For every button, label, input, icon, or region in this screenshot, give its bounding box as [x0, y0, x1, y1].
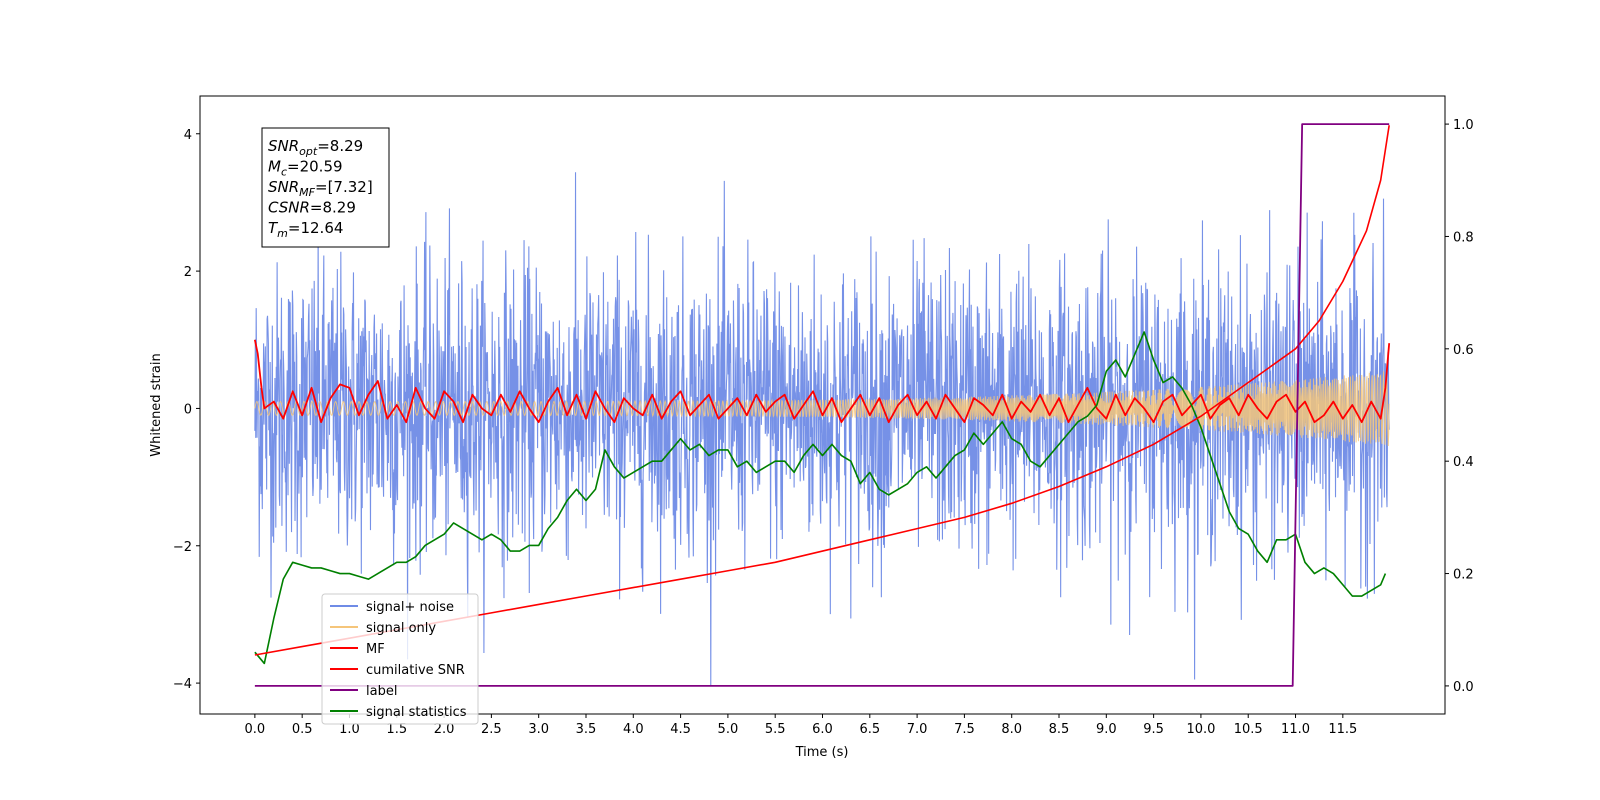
y-axis-left: −4 −2 0 2 4: [173, 128, 200, 692]
x-tick-label: 6.5: [859, 722, 880, 737]
y-axis-title: Whitened strain: [149, 353, 164, 456]
series-signal-statistics-line: [254, 331, 1387, 665]
series-label-line: [254, 123, 1390, 687]
legend: signal+ noise signal only MF cumilative SNR…: [321, 593, 479, 725]
legend-entry-label: signal only: [366, 621, 436, 636]
y-left-tick-label: −4: [173, 677, 192, 692]
stats-value: =20.59: [287, 158, 343, 176]
series-signal-noise-line: [254, 172, 1390, 687]
x-tick-label: 7.0: [907, 722, 928, 737]
x-tick-label: 4.5: [670, 722, 691, 737]
x-tick-label: 1.5: [386, 722, 407, 737]
stats-line: SNRMF=[7.32]: [268, 178, 373, 199]
y-left-tick-label: 0: [184, 402, 192, 417]
x-tick-label: 0.0: [245, 722, 266, 737]
stats-line: Tm=12.64: [268, 219, 343, 240]
stats-value: =12.64: [288, 219, 344, 237]
x-tick-label: 4.0: [623, 722, 644, 737]
y-right-tick-label: 1.0: [1453, 118, 1474, 133]
stats-subscript: opt: [299, 145, 318, 158]
stats-subscript: c: [281, 166, 287, 179]
y-right-tick-label: 0.8: [1453, 230, 1474, 245]
x-tick-label: 5.5: [765, 722, 786, 737]
stats-annotation-box: SNRopt=8.29Mc=20.59SNRMF=[7.32]CSNR=8.29…: [261, 127, 390, 248]
x-tick-label: 8.0: [1001, 722, 1022, 737]
x-tick-label: 2.0: [434, 722, 455, 737]
y-left-tick-label: 4: [184, 128, 192, 143]
stats-symbol: SNR: [268, 137, 299, 155]
stats-symbol: SNR: [268, 178, 299, 196]
stats-value: =[7.32]: [315, 178, 373, 196]
y-left-tick-label: −2: [173, 540, 192, 555]
stats-symbol: M: [268, 158, 281, 176]
legend-entry-label: label: [366, 684, 397, 699]
legend-entry-label: MF: [366, 642, 385, 657]
stats-subscript: m: [277, 227, 288, 240]
series-mf-line: [253, 339, 1391, 424]
x-tick-label: 10.5: [1234, 722, 1263, 737]
x-tick-label: 9.0: [1096, 722, 1117, 737]
x-tick-label: 2.5: [481, 722, 502, 737]
y-right-tick-label: 0.6: [1453, 343, 1474, 358]
x-tick-label: 8.5: [1049, 722, 1070, 737]
x-tick-label: 5.0: [718, 722, 739, 737]
stats-box-frame: [261, 127, 390, 248]
x-tick-label: 3.5: [576, 722, 597, 737]
stats-line: CSNR=8.29: [268, 199, 356, 217]
x-tick-label: 0.5: [292, 722, 313, 737]
x-axis: 0.0 0.5 1.0 1.5 2.0 2.5 3.0 3.5 4.0 4.5 5.0 5.5 6.0 6…: [245, 714, 1357, 737]
legend-entry-label: cumilative SNR: [366, 663, 465, 678]
y-right-tick-label: 0.0: [1453, 680, 1474, 695]
stats-value: =8.29: [310, 199, 356, 217]
legend-frame: [321, 593, 479, 725]
stats-symbol: CSNR: [268, 199, 310, 217]
stats-subscript: MF: [299, 186, 315, 199]
y-right-tick-label: 0.4: [1453, 455, 1474, 470]
x-tick-label: 7.5: [954, 722, 975, 737]
x-tick-label: 6.0: [812, 722, 833, 737]
legend-entry-label: signal+ noise: [366, 600, 454, 615]
stats-line: Mc=20.59: [268, 158, 343, 179]
y-axis-right: 0.0 0.2 0.4 0.6 0.8 1.0: [1445, 118, 1474, 695]
y-right-tick-label: 0.2: [1453, 568, 1474, 583]
x-tick-label: 10.0: [1186, 722, 1215, 737]
x-tick-label: 9.5: [1143, 722, 1164, 737]
x-tick-label: 11.0: [1281, 722, 1310, 737]
stats-symbol: T: [268, 219, 279, 237]
legend-entry-label: signal statistics: [366, 705, 467, 720]
x-tick-label: 11.5: [1328, 722, 1357, 737]
y-left-tick-label: 2: [184, 265, 192, 280]
x-axis-title: Time (s): [795, 745, 849, 760]
stats-value: =8.29: [317, 137, 363, 155]
x-tick-label: 3.0: [528, 722, 549, 737]
x-tick-label: 1.0: [339, 722, 360, 737]
stats-line: SNRopt=8.29: [268, 137, 363, 158]
